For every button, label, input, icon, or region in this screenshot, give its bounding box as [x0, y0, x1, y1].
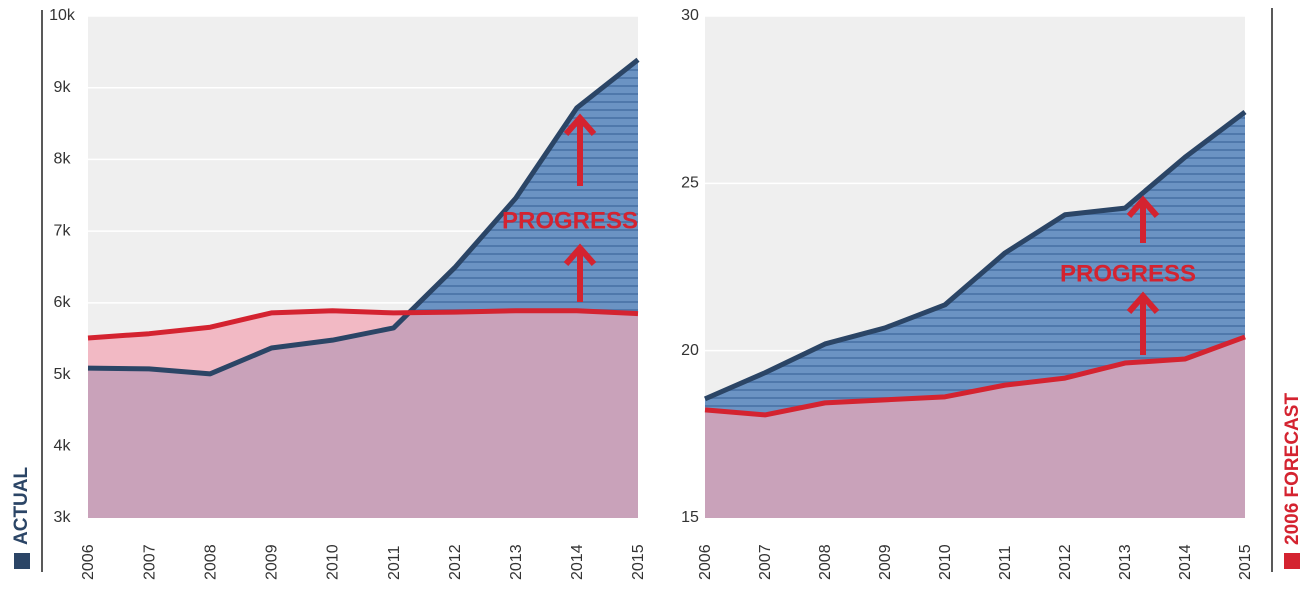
- y-tick-label: 25: [681, 175, 699, 192]
- arrow: [563, 113, 597, 186]
- x-tick-label: 2007: [757, 544, 774, 580]
- y-tick-label: 15: [681, 509, 699, 526]
- x-tick-label: 2010: [937, 544, 954, 580]
- x-tick-label: 2012: [1057, 544, 1074, 580]
- annotation: PROGRESS: [1060, 260, 1196, 287]
- arrow: [1126, 195, 1160, 243]
- y-tick-label: 4k: [54, 438, 72, 455]
- x-tick-label: 2008: [817, 544, 834, 580]
- x-tick-label: 2015: [1237, 544, 1254, 580]
- x-tick-label: 2011: [386, 545, 403, 580]
- forecast-line: [87, 308, 639, 341]
- annotation: PROGRESS: [502, 207, 638, 234]
- y-tick-label: 7k: [54, 222, 72, 239]
- actual-line: [87, 57, 640, 377]
- x-tick-label: 2012: [447, 544, 464, 580]
- y-tick-label: 9k: [54, 79, 72, 96]
- legend-swatch: [14, 553, 30, 569]
- y-tick-label: 8k: [54, 151, 72, 168]
- y-tick-label: 20: [681, 342, 699, 359]
- x-tick-label: 2015: [630, 544, 647, 580]
- y-tick-label: 30: [681, 7, 699, 24]
- legend-label: 2006 FORECAST: [1282, 393, 1303, 545]
- legend-label: ACTUAL: [11, 467, 32, 545]
- overlap-area: [705, 336, 1245, 518]
- y-tick-label: 6k: [54, 294, 72, 311]
- x-tick-label: 2011: [997, 545, 1014, 580]
- x-tick-label: 2008: [202, 544, 219, 580]
- x-tick-label: 2009: [877, 544, 894, 580]
- actual-line: [704, 110, 1247, 402]
- x-tick-label: 2010: [325, 544, 342, 580]
- y-tick-label: 10k: [49, 7, 76, 24]
- x-tick-label: 2013: [508, 544, 525, 580]
- y-tick-label: 3k: [54, 509, 72, 526]
- y-tick-label: 5k: [54, 366, 72, 383]
- forecast-line: [704, 334, 1246, 418]
- arrow: [1126, 291, 1160, 355]
- x-tick-label: 2007: [141, 544, 158, 580]
- x-tick-label: 2006: [697, 544, 714, 580]
- x-tick-label: 2013: [1117, 544, 1134, 580]
- legend-swatch: [1284, 553, 1300, 569]
- arrow: [563, 243, 597, 302]
- x-tick-label: 2014: [1177, 544, 1194, 580]
- x-tick-label: 2006: [80, 544, 97, 580]
- x-tick-label: 2009: [264, 544, 281, 580]
- x-tick-label: 2014: [569, 544, 586, 580]
